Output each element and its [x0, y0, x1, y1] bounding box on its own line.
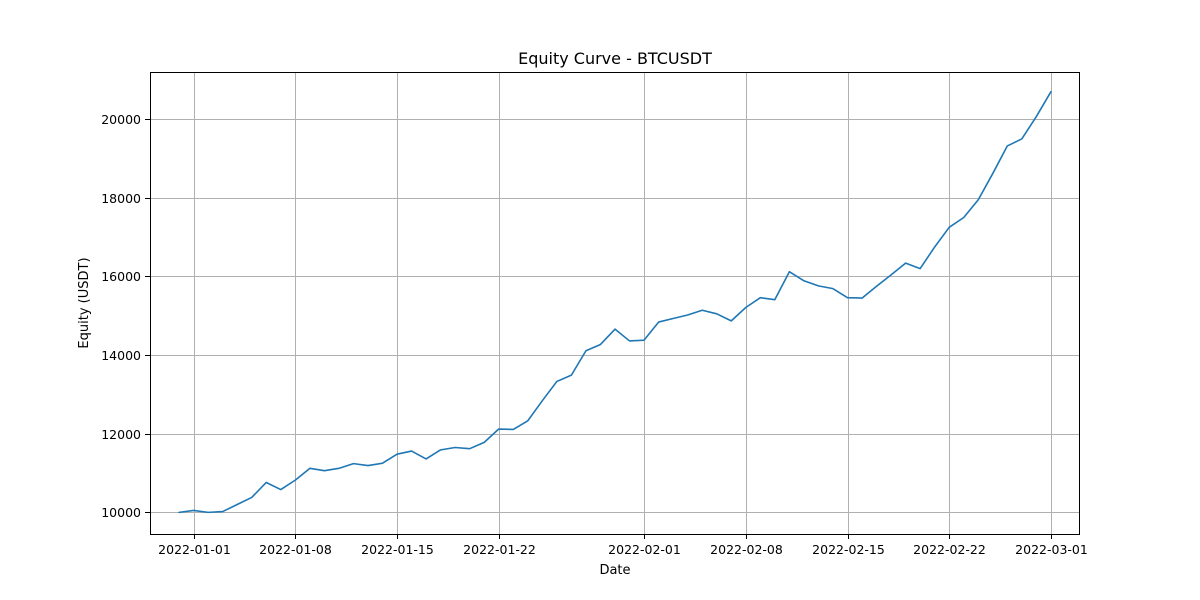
x-tick-label: 2022-01-15: [361, 542, 434, 557]
y-axis-label: Equity (USDT): [77, 257, 92, 348]
x-axis-ticks: 2022-01-01 2022-01-08 2022-01-15 2022-01-22…: [158, 534, 1088, 557]
chart-title: Equity Curve - BTCUSDT: [518, 49, 712, 68]
x-tick-label: 2022-03-01: [1015, 542, 1088, 557]
x-tick-label: 2022-02-08: [710, 542, 783, 557]
y-axis-ticks: 10000 12000 14000 16000 18000 20000: [101, 112, 150, 520]
series-layer: [178, 90, 1052, 514]
equity-series-line: [178, 90, 1052, 514]
x-tick-label: 2022-02-22: [913, 542, 986, 557]
y-tick-label: 10000: [101, 505, 141, 520]
x-tick-label: 2022-02-15: [812, 542, 885, 557]
x-tick-label: 2022-01-01: [158, 542, 231, 557]
x-tick-label: 2022-01-22: [463, 542, 536, 557]
y-tick-label: 18000: [101, 191, 141, 206]
y-tick-label: 16000: [101, 269, 141, 284]
y-tick-label: 14000: [101, 348, 141, 363]
grid: [150, 72, 1080, 534]
y-tick-label: 12000: [101, 427, 141, 442]
x-axis-label: Date: [599, 563, 630, 578]
x-tick-label: 2022-02-01: [608, 542, 681, 557]
x-tick-label: 2022-01-08: [259, 542, 332, 557]
y-tick-label: 20000: [101, 112, 141, 127]
plot-frame: [150, 72, 1080, 535]
